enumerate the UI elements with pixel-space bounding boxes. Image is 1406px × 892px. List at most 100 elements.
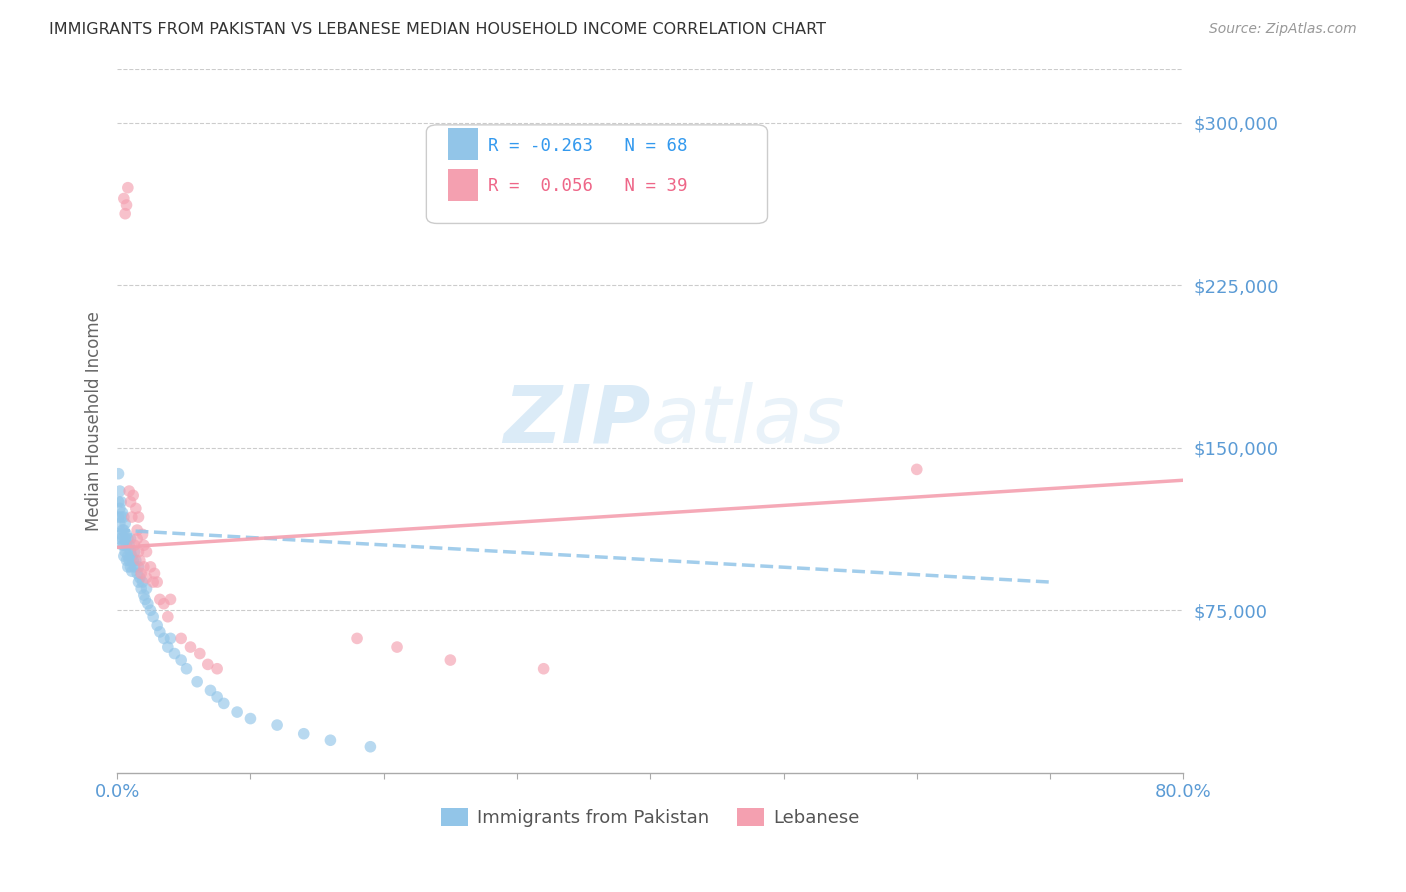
Point [122, 553, 145, 567]
Point [115, 527, 138, 541]
Point [346, 632, 368, 646]
Point [112, 549, 135, 563]
Point [143, 566, 166, 581]
Point [115, 198, 138, 212]
Point [132, 560, 155, 574]
Point [153, 597, 176, 611]
Point [124, 538, 146, 552]
Point [170, 632, 193, 646]
Point [124, 545, 146, 559]
Point [124, 560, 146, 574]
Point [112, 192, 135, 206]
Point [131, 527, 153, 541]
Point [122, 488, 145, 502]
Text: ZIP: ZIP [503, 382, 650, 459]
Point [905, 462, 928, 476]
Point [212, 697, 235, 711]
Point [128, 545, 150, 559]
Point [118, 484, 141, 499]
Point [125, 501, 148, 516]
Point [292, 727, 315, 741]
Point [128, 510, 150, 524]
Point [156, 640, 179, 654]
Point [132, 588, 155, 602]
Point [170, 653, 193, 667]
Point [136, 597, 159, 611]
Point [127, 523, 149, 537]
Point [359, 739, 381, 754]
Point [239, 712, 262, 726]
Point [142, 609, 165, 624]
Point [153, 632, 176, 646]
Point [156, 609, 179, 624]
Point [107, 495, 129, 509]
Point [149, 624, 172, 639]
Point [111, 538, 134, 552]
Point [111, 532, 134, 546]
Point [110, 527, 132, 541]
Point [112, 538, 135, 552]
Point [159, 632, 181, 646]
Point [118, 553, 141, 567]
Point [385, 640, 408, 654]
Point [197, 657, 219, 672]
Point [114, 207, 136, 221]
Point [533, 662, 555, 676]
Point [107, 510, 129, 524]
Point [146, 575, 169, 590]
Point [129, 582, 152, 596]
Text: atlas: atlas [650, 382, 845, 459]
Point [127, 532, 149, 546]
Point [131, 575, 153, 590]
Point [205, 662, 228, 676]
Bar [447, 169, 478, 201]
Text: R = -0.263   N = 68: R = -0.263 N = 68 [488, 137, 688, 155]
Point [117, 180, 139, 194]
Legend: Immigrants from Pakistan, Lebanese: Immigrants from Pakistan, Lebanese [434, 800, 866, 834]
Point [146, 618, 169, 632]
Point [118, 538, 141, 552]
Text: IMMIGRANTS FROM PAKISTAN VS LEBANESE MEDIAN HOUSEHOLD INCOME CORRELATION CHART: IMMIGRANTS FROM PAKISTAN VS LEBANESE MED… [49, 22, 827, 37]
Point [114, 532, 136, 546]
Point [149, 592, 172, 607]
Point [112, 523, 135, 537]
Point [120, 532, 142, 546]
Point [128, 571, 150, 585]
Point [115, 538, 138, 552]
Point [159, 592, 181, 607]
Point [107, 467, 129, 481]
Point [135, 582, 157, 596]
Text: R =  0.056   N = 39: R = 0.056 N = 39 [488, 178, 688, 195]
Point [110, 510, 132, 524]
Point [176, 662, 198, 676]
Point [266, 718, 288, 732]
Point [134, 592, 156, 607]
Point [319, 733, 342, 747]
Point [135, 545, 157, 559]
Point [120, 560, 142, 574]
Point [120, 495, 142, 509]
Bar [447, 128, 478, 160]
Point [128, 553, 150, 567]
Point [128, 560, 150, 574]
Point [188, 647, 211, 661]
Text: Source: ZipAtlas.com: Source: ZipAtlas.com [1209, 22, 1357, 37]
Point [205, 690, 228, 704]
Point [129, 566, 152, 581]
Point [115, 553, 138, 567]
Point [108, 484, 131, 499]
Point [117, 532, 139, 546]
Point [127, 566, 149, 581]
Point [110, 495, 132, 509]
Point [117, 560, 139, 574]
Point [108, 516, 131, 531]
Point [186, 674, 208, 689]
Point [111, 506, 134, 520]
Point [142, 575, 165, 590]
Y-axis label: Median Household Income: Median Household Income [86, 310, 103, 531]
Point [121, 510, 143, 524]
Point [117, 549, 139, 563]
Point [200, 683, 222, 698]
Point [111, 523, 134, 537]
Point [114, 545, 136, 559]
